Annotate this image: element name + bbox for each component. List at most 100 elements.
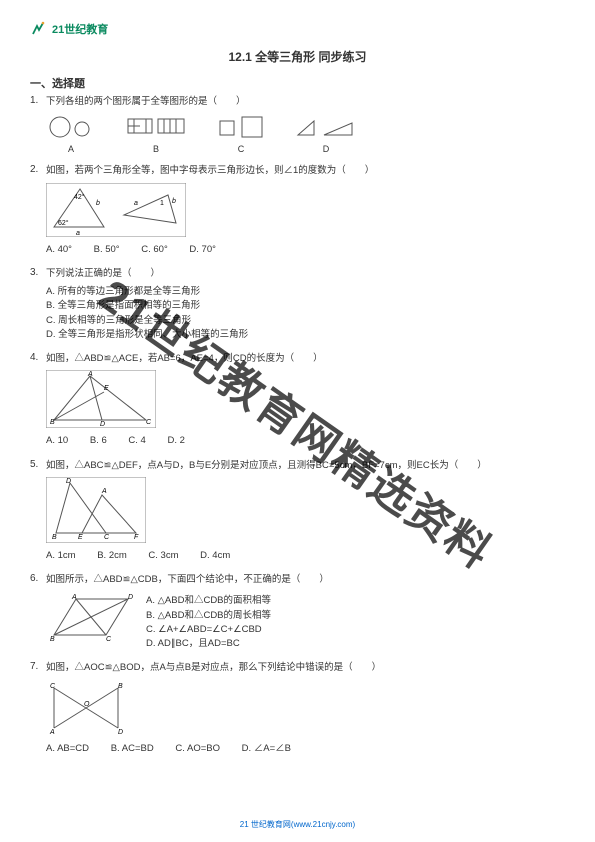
question-5: 5. 如图，△ABC≌△DEF，点A与D，B与E分别是对应顶点，且测得BC=5c… bbox=[30, 459, 565, 564]
q4-C: C. 4 bbox=[128, 435, 145, 446]
page-title: 12.1 全等三角形 同步练习 bbox=[30, 48, 565, 65]
q6-choices: A. △ABD和△CDB的面积相等 B. △ABD和△CDB的周长相等 C. ∠… bbox=[146, 594, 271, 651]
svg-text:D: D bbox=[118, 729, 123, 736]
svg-text:1: 1 bbox=[160, 200, 164, 207]
q2-text: 如图，若两个三角形全等，图中字母表示三角形边长，则∠1的度数为（ ） bbox=[46, 164, 374, 178]
q6-B: B. △ABD和△CDB的周长相等 bbox=[146, 609, 271, 623]
triangles-icon bbox=[296, 115, 356, 139]
q3-C: C. 周长相等的三角形是全等三角形 bbox=[46, 314, 565, 328]
q6-figure: A D B C bbox=[46, 591, 136, 643]
svg-text:A: A bbox=[101, 488, 107, 495]
svg-text:E: E bbox=[104, 385, 109, 392]
q4-D: D. 2 bbox=[167, 435, 184, 446]
question-3: 3. 下列说法正确的是（ ） A. 所有的等边三角形都是全等三角形 B. 全等三… bbox=[30, 267, 565, 342]
q2-B: B. 50° bbox=[94, 244, 120, 255]
q3-A: A. 所有的等边三角形都是全等三角形 bbox=[46, 285, 565, 299]
q7-A: A. AB=CD bbox=[46, 743, 89, 754]
logo-text: 21世纪教育 bbox=[52, 21, 108, 37]
q6-C: C. ∠A+∠ABD=∠C+∠CBD bbox=[146, 623, 271, 637]
q3-text: 下列说法正确的是（ ） bbox=[46, 267, 160, 281]
q5-choices: A. 1cm B. 2cm C. 3cm D. 4cm bbox=[30, 549, 565, 563]
svg-text:B: B bbox=[52, 534, 57, 541]
question-6: 6. 如图所示，△ABD≌△CDB，下面四个结论中，不正确的是（ ） A D B… bbox=[30, 573, 565, 651]
q3-choices: A. 所有的等边三角形都是全等三角形 B. 全等三角形是指面积相等的三角形 C.… bbox=[30, 285, 565, 342]
q7-num: 7. bbox=[30, 661, 46, 672]
q5-B: B. 2cm bbox=[97, 550, 127, 561]
svg-text:B: B bbox=[50, 636, 55, 643]
svg-text:E: E bbox=[78, 534, 83, 541]
q2-choices: A. 40° B. 50° C. 60° D. 70° bbox=[30, 243, 565, 257]
svg-text:A: A bbox=[71, 594, 77, 601]
q1-optD: D bbox=[296, 115, 356, 154]
text-icon bbox=[126, 115, 186, 139]
q4-num: 4. bbox=[30, 352, 46, 363]
svg-text:F: F bbox=[134, 534, 139, 541]
svg-text:C: C bbox=[106, 636, 112, 643]
q1-optC: C bbox=[216, 115, 266, 154]
q4-A: A. 10 bbox=[46, 435, 68, 446]
q3-B: B. 全等三角形是指面积相等的三角形 bbox=[46, 299, 565, 313]
q2-num: 2. bbox=[30, 164, 46, 175]
q5-figure: D A B E C F bbox=[46, 477, 146, 543]
q1-num: 1. bbox=[30, 95, 46, 106]
svg-text:A: A bbox=[49, 729, 55, 736]
q6-A: A. △ABD和△CDB的面积相等 bbox=[146, 594, 271, 608]
svg-text:D: D bbox=[66, 478, 71, 485]
svg-text:B: B bbox=[50, 419, 55, 426]
q1-optD-label: D bbox=[296, 144, 356, 154]
section-1-title: 一、选择题 bbox=[30, 75, 565, 91]
svg-text:b: b bbox=[172, 198, 176, 205]
q2-figure: 42° 62° a b a b 1 bbox=[46, 183, 186, 237]
logo-icon bbox=[30, 20, 48, 38]
q3-num: 3. bbox=[30, 267, 46, 278]
q6-text: 如图所示，△ABD≌△CDB，下面四个结论中，不正确的是（ ） bbox=[46, 573, 329, 587]
q3-D: D. 全等三角形是指形状相同、大小相等的三角形 bbox=[46, 328, 565, 342]
svg-text:C: C bbox=[146, 419, 152, 426]
q5-A: A. 1cm bbox=[46, 550, 76, 561]
question-2: 2. 如图，若两个三角形全等，图中字母表示三角形边长，则∠1的度数为（ ） 42… bbox=[30, 164, 565, 257]
q1-optB: B bbox=[126, 115, 186, 154]
q5-text: 如图，△ABC≌△DEF，点A与D，B与E分别是对应顶点，且测得BC=5cm，B… bbox=[46, 459, 487, 473]
q2-D: D. 70° bbox=[189, 244, 216, 255]
q1-optB-label: B bbox=[126, 144, 186, 154]
q4-text: 如图，△ABD≌△ACE，若AB=6，AE=4，则CD的长度为（ ） bbox=[46, 352, 323, 366]
q5-D: D. 4cm bbox=[200, 550, 230, 561]
q4-figure: A B C D E bbox=[46, 370, 156, 428]
page-footer: 21 世纪教育网(www.21cnjy.com) bbox=[0, 819, 595, 830]
q4-choices: A. 10 B. 6 C. 4 D. 2 bbox=[30, 434, 565, 448]
question-4: 4. 如图，△ABD≌△ACE，若AB=6，AE=4，则CD的长度为（ ） A … bbox=[30, 352, 565, 449]
q1-optA-label: A bbox=[46, 144, 96, 154]
q7-C: C. AO=BO bbox=[175, 743, 220, 754]
svg-text:C: C bbox=[104, 534, 110, 541]
q1-optC-label: C bbox=[216, 144, 266, 154]
q7-text: 如图，△AOC≌△BOD，点A与点B是对应点，那么下列结论中错误的是（ ） bbox=[46, 661, 381, 675]
svg-text:a: a bbox=[76, 230, 80, 237]
svg-text:42°: 42° bbox=[74, 193, 85, 201]
svg-text:62°: 62° bbox=[58, 219, 69, 227]
q5-C: C. 3cm bbox=[148, 550, 178, 561]
squares-icon bbox=[216, 115, 266, 139]
q2-C: C. 60° bbox=[141, 244, 168, 255]
svg-text:B: B bbox=[118, 683, 123, 690]
header-logo: 21世纪教育 bbox=[30, 20, 565, 38]
q4-B: B. 6 bbox=[90, 435, 107, 446]
q1-optA: A bbox=[46, 115, 96, 154]
svg-text:D: D bbox=[128, 594, 133, 601]
q1-text: 下列各组的两个图形属于全等图形的是（ ） bbox=[46, 95, 246, 109]
q7-D: D. ∠A=∠B bbox=[242, 743, 291, 754]
q2-A: A. 40° bbox=[46, 244, 72, 255]
q7-figure: C B A D O bbox=[46, 680, 126, 736]
question-1: 1. 下列各组的两个图形属于全等图形的是（ ） A B bbox=[30, 95, 565, 154]
q6-D: D. AD∥BC，且AD=BC bbox=[146, 637, 271, 651]
q5-num: 5. bbox=[30, 459, 46, 470]
q1-options: A B C bbox=[30, 115, 565, 154]
q7-choices: A. AB=CD B. AC=BD C. AO=BO D. ∠A=∠B bbox=[30, 742, 565, 756]
question-7: 7. 如图，△AOC≌△BOD，点A与点B是对应点，那么下列结论中错误的是（ ）… bbox=[30, 661, 565, 756]
svg-text:O: O bbox=[84, 701, 90, 708]
svg-text:a: a bbox=[134, 200, 138, 207]
q6-num: 6. bbox=[30, 573, 46, 584]
svg-text:b: b bbox=[96, 200, 100, 207]
svg-text:A: A bbox=[87, 371, 93, 378]
circles-icon bbox=[46, 115, 96, 139]
svg-text:D: D bbox=[100, 421, 105, 428]
